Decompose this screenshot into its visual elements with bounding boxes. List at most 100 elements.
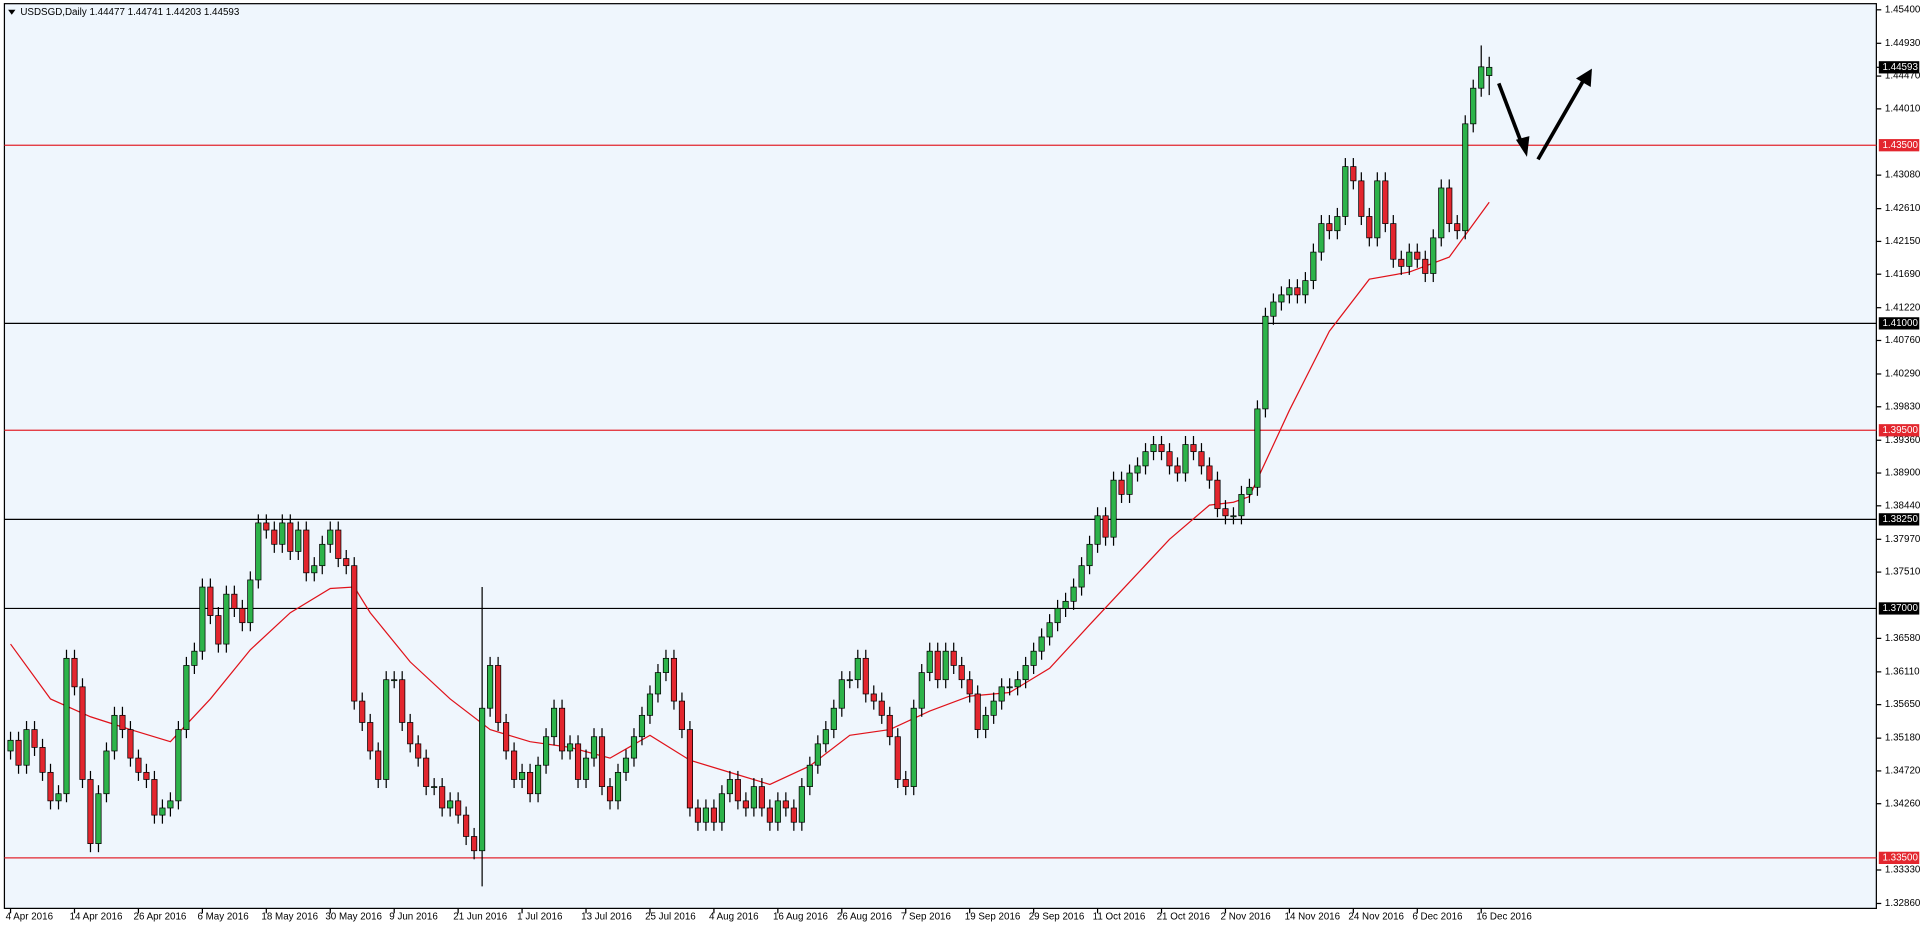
candle-body (383, 679, 390, 780)
candle-body (255, 522, 262, 581)
candle-body (199, 586, 206, 652)
candle-body (287, 522, 294, 552)
candle-body (814, 743, 821, 766)
candle-body (886, 714, 893, 738)
x-tick-label: 19 Sep 2016 (965, 912, 1021, 923)
x-tick-label: 29 Sep 2016 (1029, 912, 1085, 923)
y-tick-label: 1.45400 (1885, 4, 1920, 15)
candle-body (439, 786, 446, 809)
candle-body (838, 679, 845, 709)
candle-body (1230, 515, 1237, 518)
level-label-box (1878, 139, 1920, 152)
candle-body (1102, 515, 1109, 538)
candle-body (726, 779, 733, 795)
x-tick-label: 16 Aug 2016 (773, 912, 829, 923)
candle-body (1134, 465, 1141, 474)
candle-body (1486, 66, 1493, 76)
candle-body (654, 672, 662, 695)
y-tick-label: 1.38440 (1885, 500, 1920, 511)
candle-body (870, 693, 877, 702)
candle-body (998, 686, 1005, 702)
candle-body (1014, 679, 1021, 688)
candle-body (23, 729, 30, 766)
candle-body (263, 522, 270, 531)
candle-body (1270, 301, 1277, 317)
candle-body (846, 679, 853, 682)
candle-body (958, 665, 965, 681)
candle-body (87, 779, 94, 844)
y-tick-label: 1.40760 (1885, 335, 1920, 346)
candle-body (279, 522, 286, 545)
candle-body (415, 743, 422, 759)
candle-body (247, 579, 254, 624)
candle-body (1142, 451, 1149, 467)
candle-body (614, 771, 622, 802)
candle-body (399, 679, 406, 723)
candle-body (966, 679, 973, 695)
candle-body (103, 750, 110, 795)
level-label: 1.41000 (1882, 318, 1918, 329)
candle-body (894, 736, 901, 780)
candle-body (1222, 508, 1229, 517)
candle-body (702, 807, 709, 823)
level-label-box (1878, 602, 1920, 615)
level-label: 1.38250 (1882, 514, 1918, 525)
candle-body (790, 807, 797, 823)
candle-body (7, 739, 14, 752)
candle-body (335, 529, 342, 559)
arrow-up (1536, 77, 1587, 161)
y-tick-label: 1.40290 (1885, 369, 1920, 380)
candle-body (830, 707, 837, 730)
candle-body (1246, 486, 1253, 495)
candle-body (670, 657, 678, 702)
candle-body (295, 529, 302, 552)
arrow-down (1497, 82, 1524, 146)
x-tick-label: 14 Nov 2016 (1284, 912, 1340, 923)
level-label-box (1878, 851, 1920, 865)
candle-body (806, 764, 813, 787)
level-label-box (1878, 424, 1920, 437)
candle-body (1262, 315, 1269, 410)
candle-body (215, 615, 222, 645)
x-tick-label: 1 Jul 2016 (517, 912, 563, 923)
candle-body (758, 786, 765, 809)
candle-body (822, 729, 829, 745)
menu-triangle (8, 9, 16, 15)
candle-body (1278, 294, 1285, 303)
candle-body (447, 800, 454, 809)
candle-body (710, 807, 717, 823)
candle-body (519, 771, 526, 780)
candle-body (1478, 66, 1485, 89)
candle-body (662, 657, 670, 673)
level-label: 1.39500 (1882, 425, 1918, 436)
annotation-arrows (1497, 68, 1592, 161)
candle-body (1294, 287, 1301, 296)
candle-body (183, 665, 190, 730)
y-tick-label: 1.39830 (1885, 401, 1920, 412)
y-tick-label: 1.39360 (1885, 435, 1920, 446)
x-tick-label: 4 Apr 2016 (6, 912, 54, 923)
level-label: 1.43500 (1882, 140, 1918, 151)
candle-body (750, 786, 757, 809)
arrow-up-head (1576, 68, 1592, 88)
y-tick-label: 1.42150 (1885, 236, 1920, 247)
candle-body (1254, 408, 1261, 488)
candle-body (327, 529, 334, 545)
candle-body (934, 650, 941, 681)
candle-body (1030, 650, 1037, 666)
y-tick-label: 1.44470 (1885, 71, 1920, 82)
candle-body (1374, 180, 1381, 239)
candle-body (55, 793, 62, 802)
x-tick-label: 6 May 2016 (197, 912, 249, 923)
candle-body (455, 800, 462, 816)
y-tick-label: 1.36580 (1885, 633, 1920, 644)
y-tick-label: 1.37970 (1885, 534, 1920, 545)
candle-body (31, 729, 38, 748)
y-tick-label: 1.43080 (1885, 170, 1920, 181)
candle-body (590, 736, 598, 759)
candle-body (1054, 608, 1061, 624)
candle-body (271, 529, 278, 545)
candle-body (1350, 166, 1357, 182)
